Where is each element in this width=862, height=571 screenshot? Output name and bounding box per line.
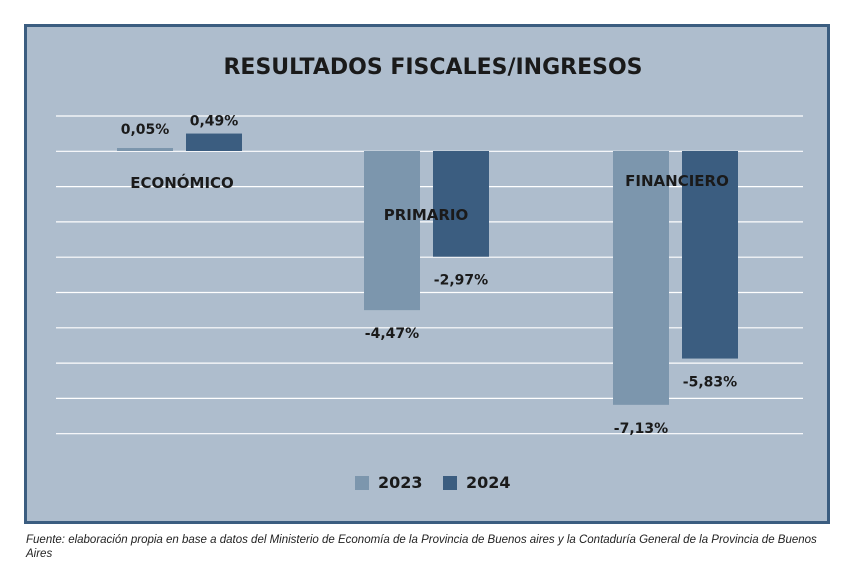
gridlines <box>56 115 803 435</box>
source-note: Fuente: elaboración propia en base a dat… <box>26 534 817 560</box>
category-label: PRIMARIO <box>384 206 469 224</box>
bars <box>117 133 738 405</box>
chart-title: RESULTADOS FISCALES/INGRESOS <box>223 55 642 80</box>
bar-2023-1 <box>364 151 420 311</box>
legend: 2023 2024 <box>355 473 511 492</box>
bar-2024-0 <box>186 133 242 151</box>
category-labels: ECONÓMICO PRIMARIO FINANCIERO <box>130 172 729 224</box>
bar-2024-2 <box>682 151 738 359</box>
category-label: FINANCIERO <box>625 172 729 190</box>
category-label: ECONÓMICO <box>130 173 234 192</box>
value-label: -5,83% <box>683 375 737 391</box>
bar-2023-0 <box>117 148 173 151</box>
value-label: 0,49% <box>190 114 239 130</box>
value-labels: 0,05% -4,47% -7,13% 0,49% -2,97% -5,83% <box>121 114 737 437</box>
value-label: -7,13% <box>614 421 668 437</box>
legend-swatch <box>355 476 369 490</box>
bar-2024-1 <box>433 151 489 257</box>
value-label: 0,05% <box>121 122 170 138</box>
value-label: -4,47% <box>365 326 419 342</box>
value-label: -2,97% <box>434 273 488 289</box>
bar-2023-2 <box>613 151 669 405</box>
legend-label: 2024 <box>466 473 511 492</box>
chart-svg: RESULTADOS FISCALES/INGRESOS 0,05% -4,47%… <box>56 55 803 492</box>
legend-swatch <box>443 476 457 490</box>
legend-label: 2023 <box>378 473 423 492</box>
